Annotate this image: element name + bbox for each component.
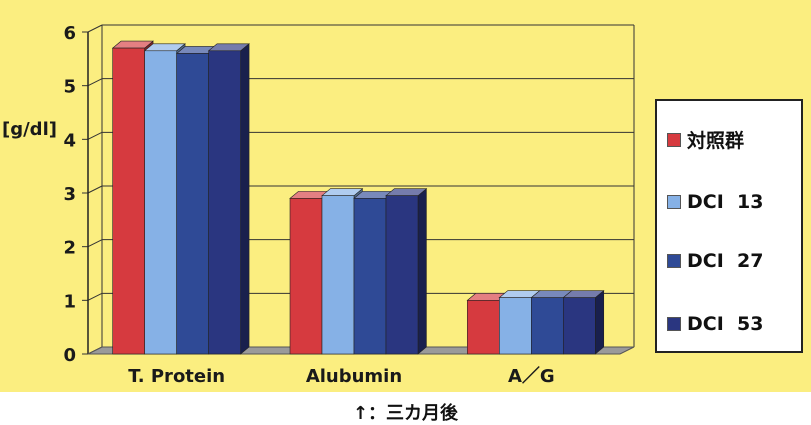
gridline-depth [87, 239, 103, 248]
bar-side [595, 290, 605, 355]
bar [144, 50, 177, 355]
y-tick-label: 5 [63, 77, 76, 98]
y-tick-label: 3 [63, 184, 76, 205]
legend-swatch [667, 317, 681, 331]
legend-item: DCI 53 [667, 313, 763, 335]
chart-caption: ↑：三カ月後 [352, 403, 459, 424]
x-tick-label: T. Protein [128, 366, 225, 387]
legend-swatch [667, 132, 681, 147]
legend-label: DCI 27 [687, 250, 764, 272]
legend: 対照群 DCI 13 DCI 27 DCI 53 [655, 99, 803, 353]
gridline-depth [87, 185, 103, 194]
gridline-depth [87, 24, 103, 33]
legend-item: DCI 27 [667, 250, 763, 272]
legend-item: DCI 13 [667, 191, 763, 213]
bar [499, 297, 532, 355]
legend-label: DCI 13 [687, 191, 764, 213]
bar [385, 195, 419, 355]
gridline-depth [87, 131, 103, 140]
bar [176, 53, 209, 355]
bar [467, 300, 500, 355]
y-tick-label: 6 [63, 23, 76, 44]
y-tick-label: 0 [63, 345, 76, 366]
legend-item: 対照群 [667, 126, 744, 153]
y-tick-label: 4 [63, 130, 76, 151]
legend-label: DCI 53 [687, 313, 764, 335]
y-tick-label: 1 [63, 291, 76, 312]
legend-swatch [667, 195, 681, 209]
gridline-depth [87, 78, 103, 87]
bar [321, 195, 355, 355]
bar [353, 198, 387, 355]
bar [208, 50, 241, 355]
bar [112, 47, 145, 355]
x-tick-label: Alubumin [306, 366, 402, 387]
bar-side [240, 43, 250, 355]
gridline-depth [87, 292, 103, 301]
y-tick-label: 2 [63, 238, 76, 259]
bar [289, 198, 323, 355]
y-axis-label: [g/dl] [2, 119, 57, 140]
legend-swatch [667, 254, 681, 268]
bar [563, 297, 596, 355]
legend-label: 対照群 [687, 130, 745, 152]
bar-side [417, 188, 427, 355]
bar [531, 297, 564, 355]
x-tick-label: A／G [508, 366, 555, 387]
chart-plot: 0 1 2 3 4 5 6 [g/dl] T. Protein Alubumin A／G [2, 23, 635, 387]
